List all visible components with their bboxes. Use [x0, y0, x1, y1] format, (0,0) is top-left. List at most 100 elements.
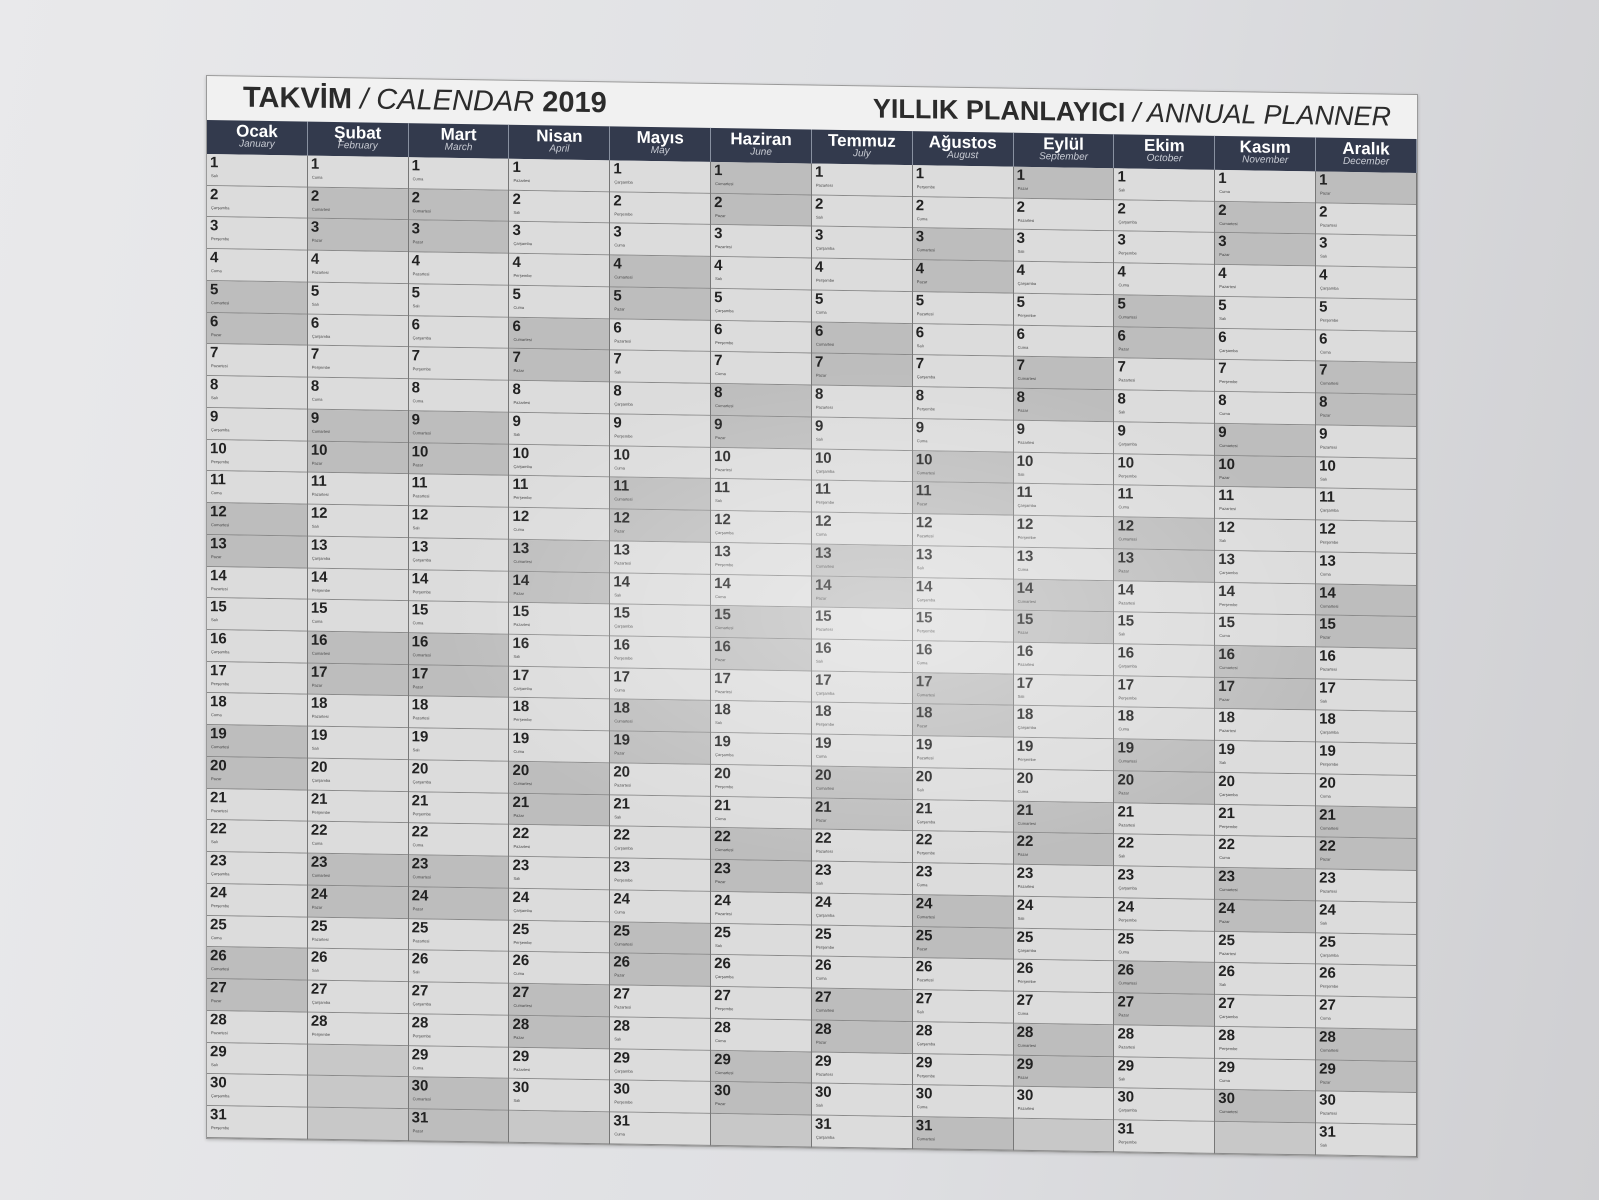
day-cell: 20 Pazartesi [610, 763, 711, 797]
weekday-label: Pazartesi [1118, 599, 1136, 606]
day-number: 9 [411, 411, 420, 429]
day-number: 13 [512, 539, 530, 557]
weekday-label: Cumartesi [1320, 1047, 1339, 1053]
day-number: 27 [1319, 996, 1336, 1014]
day-cell: 6 Çarşamba [1215, 328, 1316, 362]
day-cell: 13 Pazar [1114, 549, 1215, 583]
weekday-label: Cumartesi [614, 718, 633, 725]
weekday-label: Salı [412, 525, 420, 531]
day-number: 14 [714, 574, 731, 592]
day-number: 31 [1117, 1120, 1135, 1138]
day-number: 29 [915, 1053, 933, 1071]
day-cell: 20 Pazar [1114, 771, 1215, 805]
day-cell: 29 Çarşamba [610, 1048, 711, 1083]
month-column: 1 Cuma 2 Cumartesi 3 Pazar 4 Pazartesi 5 Salı 6 Çar… [307, 155, 409, 1142]
day-number: 1 [411, 157, 420, 175]
weekday-label: Salı [1320, 698, 1328, 704]
day-number: 14 [411, 569, 429, 588]
day-number: 6 [1117, 326, 1126, 345]
day-cell: 10 Perşembe [207, 439, 307, 473]
day-cell: 19 Salı [307, 726, 408, 761]
day-cell: 17 Pazartesi [711, 669, 811, 703]
weekday-label: Perşembe [513, 717, 532, 723]
day-number: 16 [613, 636, 630, 654]
day-cell: 4 Çarşamba [1316, 266, 1416, 300]
day-number: 11 [1117, 485, 1134, 503]
weekday-label: Pazartesi [1219, 950, 1236, 956]
day-number: 25 [512, 920, 530, 938]
day-cell: 28 Cuma [711, 1018, 811, 1053]
day-cell: 23 Çarşamba [1114, 866, 1215, 900]
weekday-label: Perşembe [412, 366, 431, 372]
day-cell: 15 Cuma [408, 601, 509, 635]
day-number: 6 [915, 323, 925, 341]
weekday-label: Salı [815, 658, 823, 664]
day-number: 9 [1319, 425, 1328, 443]
weekday-label: Pazar [715, 879, 726, 885]
day-number: 5 [714, 288, 723, 307]
weekday-label: Cuma [311, 618, 323, 625]
day-number: 5 [210, 281, 219, 299]
weekday-label: Pazar [1219, 474, 1230, 480]
day-number: 7 [1117, 358, 1126, 376]
weekday-label: Pazartesi [1320, 222, 1337, 228]
weekday-label: Cuma [1017, 566, 1029, 572]
day-number: 30 [1319, 1091, 1336, 1110]
weekday-label: Salı [815, 214, 823, 220]
weekday-label: Cuma [715, 593, 726, 599]
weekday-label: Pazar [1017, 407, 1029, 414]
month-name: Haziran [730, 129, 792, 150]
weekday-label: Cumartesi [1320, 603, 1339, 609]
month-column: 1 Pazar 2 Pazartesi 3 Salı 4 Çarşamba 5 Perşembe 6… [1316, 171, 1417, 1158]
day-cell: 11 Pazartesi [307, 472, 408, 507]
day-number: 28 [814, 1020, 832, 1038]
weekday-label: Perşembe [1118, 250, 1137, 257]
weekday-label: Cuma [412, 620, 424, 626]
weekday-label: Çarşamba [311, 777, 331, 783]
day-number: 17 [1117, 676, 1135, 694]
day-cell: 5 Salı [1215, 296, 1316, 331]
day-number: 16 [814, 639, 832, 657]
day-cell: 31 Perşembe [1114, 1120, 1215, 1154]
day-cell: 4 Çarşamba [1013, 261, 1114, 296]
day-number: 1 [1016, 166, 1025, 184]
weekday-label: Çarşamba [815, 912, 835, 918]
day-cell: 4 Cuma [207, 249, 307, 283]
day-cell: 15 Salı [1114, 612, 1215, 646]
day-cell: 7 Perşembe [307, 346, 408, 380]
day-cell: 30 Cumartesi [408, 1077, 509, 1111]
day-number: 28 [714, 1018, 731, 1037]
day-number: 28 [1218, 1026, 1235, 1044]
day-number: 21 [1319, 806, 1336, 824]
day-cell: 10 Pazar [307, 441, 408, 475]
day-cell: 15 Cuma [307, 599, 408, 634]
day-number: 30 [1016, 1087, 1034, 1105]
weekday-label: Cumartesi [513, 1002, 532, 1009]
day-number: 20 [1117, 771, 1135, 789]
weekday-label: Salı [211, 395, 218, 401]
weekday-label: Çarşamba [916, 818, 936, 825]
month-header: Şubat February [307, 121, 409, 158]
day-cell: 30 Salı [811, 1083, 912, 1118]
day-cell: 11 Cuma [1114, 485, 1215, 519]
day-number: 29 [714, 1050, 731, 1068]
day-cell: 29 Cuma [1215, 1058, 1316, 1092]
day-cell: 26 Pazar [610, 953, 711, 988]
day-cell: 22 Pazar [1316, 837, 1416, 872]
day-cell: 1 Pazartesi [811, 163, 912, 197]
day-cell: 7 Cumartesi [1013, 357, 1114, 391]
weekday-label: Pazar [1017, 185, 1029, 191]
weekday-label: Cuma [1320, 571, 1331, 577]
day-number: 24 [1319, 901, 1336, 919]
month-name: Aralık [1342, 138, 1390, 159]
day-cell: 30 Perşembe [610, 1080, 711, 1114]
day-number: 13 [915, 545, 933, 564]
day-number: 11 [411, 474, 428, 492]
day-number: 1 [915, 165, 925, 183]
day-number: 21 [613, 795, 630, 813]
weekday-label: Pazartesi [614, 1004, 631, 1010]
day-cell: 16 Salı [811, 639, 912, 673]
day-cell: 20 Cumartesi [509, 761, 610, 796]
day-number: 25 [1117, 929, 1135, 948]
day-number: 20 [310, 758, 328, 776]
